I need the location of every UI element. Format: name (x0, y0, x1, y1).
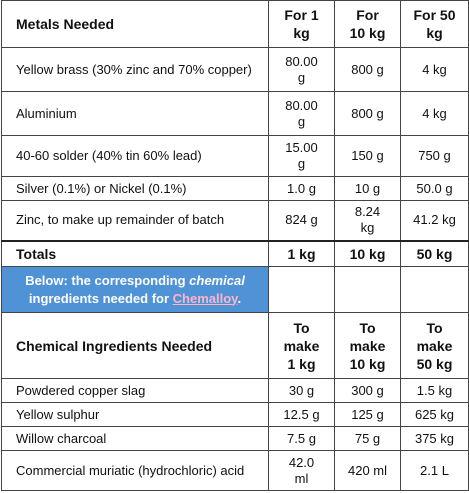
cell: 4 kg (400, 47, 469, 92)
cell: 1.5 kg (400, 378, 469, 403)
banner-text: . (237, 290, 242, 306)
cell: 8.24 kg (334, 200, 401, 241)
cell: 75 g (334, 426, 401, 451)
data-row: Commercial muriatic (hydrochloric) acid 4… (1, 450, 469, 491)
label-cell: Powdered copper slag (1, 378, 269, 403)
data-row: Yellow brass (30% zinc and 70% copper) 80… (1, 47, 469, 92)
cell: 80.00 g (268, 47, 335, 92)
data-row: 40-60 solder (40% tin 60% lead) 15.00 g 15… (1, 135, 469, 177)
cell: 50.0 g (400, 176, 469, 201)
chemalloy-link[interactable]: Chemalloy (172, 290, 238, 306)
data-row: Powdered copper slag 30 g 300 g 1.5 kg (1, 378, 469, 403)
cell: 2.1 L (400, 450, 469, 491)
cell: 824 g (268, 200, 335, 241)
label-cell: Yellow brass (30% zinc and 70% copper) (1, 47, 269, 92)
empty-cell (268, 266, 335, 313)
data-row: Willow charcoal 7.5 g 75 g 375 kg (1, 426, 469, 451)
data-row: Yellow sulphur 12.5 g 125 g 625 kg (1, 402, 469, 427)
data-row: Zinc, to make up remainder of batch 824 g… (1, 200, 469, 241)
cell: 750 g (400, 135, 469, 177)
banner-cell: Below: the corresponding chemical ingredi… (1, 266, 269, 313)
cell: 1.0 g (268, 176, 335, 201)
cell: 300 g (334, 378, 401, 403)
cell: 420 ml (334, 450, 401, 491)
cell: To make 1 kg (268, 312, 335, 379)
cell: 7.5 g (268, 426, 335, 451)
cell: 15.00 g (268, 135, 335, 177)
banner-row: Below: the corresponding chemical ingredi… (1, 266, 469, 313)
cell: 125 g (334, 402, 401, 427)
cell: 80.00 g (268, 91, 335, 136)
banner-text: ingredients needed for (28, 290, 170, 306)
cell: 12.5 g (268, 402, 335, 427)
header-row: Metals Needed For 1 kg For 10 kg For 50 kg (1, 0, 469, 48)
cell: 50 kg (400, 239, 469, 267)
cell: For 10 kg (334, 0, 401, 48)
cell: 4 kg (400, 91, 469, 136)
label-cell: Willow charcoal (1, 426, 269, 451)
cell: 41.2 kg (400, 200, 469, 241)
cell: 1 kg (268, 239, 335, 267)
label-cell: Zinc, to make up remainder of batch (1, 200, 269, 241)
cell: 800 g (334, 91, 401, 136)
cell: For 1 kg (268, 0, 335, 48)
label-cell: Totals (1, 239, 269, 267)
totals-row: Totals 1 kg 10 kg 50 kg (1, 239, 469, 267)
label-cell: Chemical Ingredients Needed (1, 312, 269, 379)
cell: 375 kg (400, 426, 469, 451)
banner-text: Below: the corresponding (25, 272, 186, 288)
cell: 42.0 ml (268, 450, 335, 491)
cell: 30 g (268, 378, 335, 403)
label-cell: Yellow sulphur (1, 402, 269, 427)
cell: To make 10 kg (334, 312, 401, 379)
cell: 10 kg (334, 239, 401, 267)
banner-emphasis: chemical (189, 272, 245, 288)
label-cell: Metals Needed (1, 0, 269, 48)
cell: 10 g (334, 176, 401, 201)
header-row: Chemical Ingredients Needed To make 1 kg T… (1, 312, 469, 379)
empty-cell (334, 266, 401, 313)
label-cell: 40-60 solder (40% tin 60% lead) (1, 135, 269, 177)
label-cell: Silver (0.1%) or Nickel (0.1%) (1, 176, 269, 201)
cell: 625 kg (400, 402, 469, 427)
cell: 800 g (334, 47, 401, 92)
cell: For 50 kg (400, 0, 469, 48)
empty-cell (400, 266, 469, 313)
cell: To make 50 kg (400, 312, 469, 379)
label-cell: Aluminium (1, 91, 269, 136)
label-cell: Commercial muriatic (hydrochloric) acid (1, 450, 269, 491)
cell: 150 g (334, 135, 401, 177)
